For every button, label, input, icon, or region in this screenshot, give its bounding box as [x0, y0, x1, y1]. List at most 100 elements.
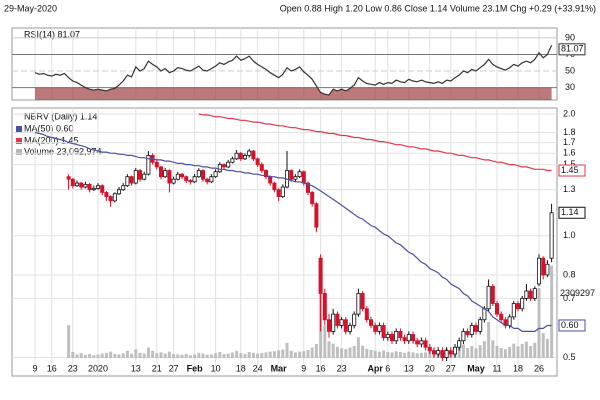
volume-bar — [302, 351, 306, 358]
candle-body — [221, 164, 226, 168]
volume-bar — [167, 351, 171, 358]
candle-body — [154, 161, 159, 168]
x-tick-label: 20 — [425, 363, 435, 373]
volume-bar — [415, 353, 419, 358]
candle-body — [482, 308, 487, 321]
candle-body — [104, 192, 109, 197]
candle-body — [524, 290, 529, 299]
volume-bar — [155, 353, 159, 358]
candle-body — [368, 319, 373, 326]
candle-body — [280, 186, 285, 197]
close-last-label-box — [558, 206, 586, 219]
candle-body — [356, 293, 361, 315]
header-quote: Open 0.88 High 1.20 Low 0.86 Close 1.14 … — [280, 3, 596, 13]
candle-body — [96, 185, 101, 189]
x-tick-label: 24 — [253, 363, 263, 373]
x-tick-label: 13 — [404, 363, 414, 373]
volume-bar — [172, 354, 176, 358]
volume-bar — [146, 347, 150, 358]
candle-body — [108, 196, 113, 202]
candle-body — [448, 350, 453, 355]
volume-bar — [386, 352, 390, 358]
volume-bar — [411, 352, 415, 358]
candle-body — [121, 185, 126, 191]
y-tick-label: 1.0 — [563, 230, 576, 240]
volume-bar — [499, 348, 503, 358]
candle-body — [318, 257, 323, 294]
candle-body — [83, 183, 88, 188]
candle-body — [436, 350, 441, 355]
candle-body — [129, 176, 134, 184]
ma200-line — [198, 113, 552, 172]
volume-bar — [407, 351, 411, 358]
candle-body — [259, 164, 264, 171]
candle-body — [377, 325, 382, 332]
rsi-tick-label: 30 — [565, 82, 575, 92]
candle-body — [251, 150, 256, 160]
candle-body — [541, 257, 546, 276]
y-tick-label: 1.7 — [563, 137, 576, 147]
x-tick-label: 9 — [301, 363, 306, 373]
volume-bar — [487, 322, 491, 358]
volume-bar — [466, 348, 470, 358]
x-tick-label: 11 — [492, 363, 501, 373]
volume-bar — [75, 354, 79, 358]
volume-bar — [209, 354, 213, 358]
volume-bar — [67, 325, 71, 358]
volume-bar — [352, 346, 356, 358]
candle-body — [196, 170, 201, 178]
candle-body — [415, 340, 420, 345]
candle-body — [125, 176, 130, 187]
candle-body — [532, 288, 537, 299]
volume-bar — [403, 352, 407, 358]
candle-body — [469, 325, 474, 335]
volume-bar — [134, 349, 138, 358]
volume-bar — [142, 353, 146, 358]
ma50-last-label-box — [558, 319, 586, 332]
volume-bar — [365, 348, 369, 358]
candle-body — [410, 334, 415, 342]
x-tick-label: Feb — [187, 363, 204, 373]
volume-bar — [398, 352, 402, 358]
header-date: 29-May-2020 — [4, 3, 57, 13]
candle-body — [142, 173, 147, 180]
volume-bar — [226, 353, 230, 358]
rsi-last-label: 81.07 — [561, 44, 584, 54]
volume-bar — [474, 348, 478, 358]
volume-bar — [323, 326, 327, 358]
rsi-line — [34, 45, 553, 96]
volume-bar — [348, 347, 352, 358]
volume-bar — [117, 354, 121, 358]
volume-bar — [340, 348, 344, 358]
candle-body — [398, 331, 403, 338]
x-tick-label: 6 — [385, 363, 390, 373]
candle-body — [490, 285, 495, 304]
candle-body — [192, 176, 197, 183]
x-tick-label: 18 — [513, 363, 523, 373]
candle-body — [331, 313, 336, 332]
volume-bar — [419, 352, 423, 358]
symbol-legend: NBRV (Daily) 1.14 — [24, 111, 97, 121]
x-tick-label: 13 — [131, 363, 141, 373]
candle-body — [66, 176, 71, 180]
volume-bar — [201, 353, 205, 358]
ma50-line — [34, 131, 552, 332]
volume-bar — [377, 351, 381, 358]
candle-body — [347, 325, 352, 332]
volume-bar — [230, 352, 234, 358]
candle-body — [289, 170, 294, 180]
candle-body — [452, 346, 457, 355]
candle-body — [171, 178, 176, 184]
candle-body — [322, 293, 327, 321]
volume-bar — [79, 353, 83, 358]
x-tick-label: 16 — [47, 363, 57, 373]
volume-bar — [138, 352, 142, 358]
y-tick-label: 0.8 — [563, 269, 576, 279]
volume-bar — [121, 353, 125, 358]
y-tick-label: 2.0 — [563, 108, 576, 118]
candle-body — [137, 170, 142, 180]
candle-body — [217, 164, 222, 173]
candle-body — [70, 178, 75, 187]
candle-body — [226, 161, 231, 168]
